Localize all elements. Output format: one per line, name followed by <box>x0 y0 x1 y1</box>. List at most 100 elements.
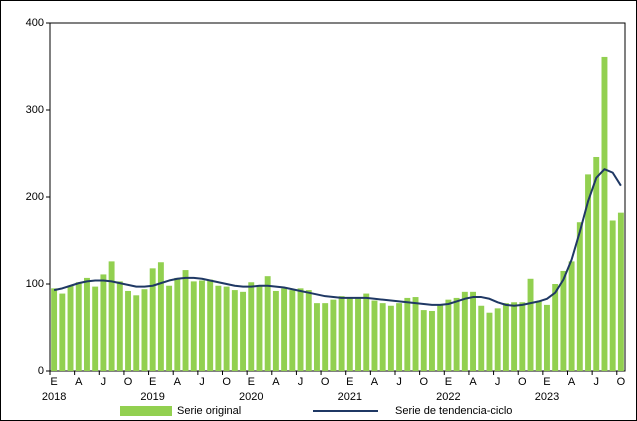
y-tick-label: 0 <box>38 365 44 377</box>
bar <box>609 220 616 371</box>
x-tick-label: O <box>617 376 626 388</box>
bar <box>67 285 74 371</box>
bar <box>420 310 427 371</box>
bar <box>387 305 394 371</box>
bar <box>478 305 485 371</box>
legend-label: Serie de tendencia-ciclo <box>395 405 512 417</box>
bar <box>502 303 509 371</box>
bar <box>92 286 99 371</box>
bar <box>264 276 271 371</box>
bar <box>174 277 181 371</box>
bar <box>240 291 246 371</box>
bar <box>371 300 378 371</box>
bar <box>166 285 173 371</box>
x-tick-label: J <box>298 376 304 388</box>
x-tick-label: E <box>445 376 452 388</box>
bar <box>51 288 58 371</box>
bar <box>207 279 214 371</box>
x-tick-label: O <box>419 376 428 388</box>
bar <box>141 289 148 371</box>
x-tick-label: J <box>495 376 501 388</box>
bar <box>182 270 189 371</box>
bar <box>494 308 501 371</box>
bar <box>461 291 468 371</box>
bar <box>519 302 526 371</box>
bar <box>338 296 345 371</box>
bar <box>445 299 452 371</box>
x-tick-label: J <box>396 376 402 388</box>
bar <box>75 282 82 371</box>
y-tick-label: 100 <box>26 278 44 290</box>
bar <box>297 288 304 371</box>
bar <box>486 312 493 371</box>
bar <box>617 212 624 371</box>
x-tick-label: E <box>50 376 57 388</box>
bar <box>601 56 608 372</box>
bar <box>330 299 337 371</box>
bar <box>199 280 205 371</box>
x-tick-label: E <box>543 376 550 388</box>
x-tick-label: J <box>101 376 107 388</box>
x-tick-label: O <box>124 376 133 388</box>
bar <box>593 156 600 371</box>
bar <box>215 285 222 371</box>
bar <box>527 278 534 371</box>
x-tick-label: E <box>149 376 156 388</box>
bar <box>346 297 353 371</box>
bar <box>289 290 296 371</box>
bar <box>453 297 460 371</box>
legend-label: Serie original <box>177 405 241 417</box>
x-tick-label: E <box>248 376 255 388</box>
trend-line <box>53 168 622 307</box>
x-tick-label: A <box>174 376 182 388</box>
x-tick-label: A <box>568 376 576 388</box>
bar <box>535 301 542 371</box>
bar <box>157 262 164 371</box>
bar <box>231 290 238 371</box>
bar <box>560 270 567 371</box>
bar <box>412 297 419 371</box>
bar <box>272 290 279 371</box>
bar <box>585 174 591 371</box>
bar <box>355 297 361 371</box>
bar <box>404 297 411 371</box>
bar <box>281 288 288 371</box>
bar <box>256 285 263 371</box>
x-year-label: 2023 <box>535 391 559 403</box>
x-year-label: 2018 <box>42 391 66 403</box>
y-tick-label: 200 <box>26 191 44 203</box>
x-tick-label: E <box>346 376 353 388</box>
bar <box>314 303 320 371</box>
bar <box>568 261 575 371</box>
x-tick-label: J <box>594 376 600 388</box>
bar <box>305 290 312 371</box>
bar <box>116 281 123 371</box>
bar <box>223 286 230 371</box>
bar <box>248 282 255 371</box>
bar <box>190 281 197 371</box>
bar <box>552 284 559 371</box>
bar <box>396 303 403 371</box>
x-year-label: 2020 <box>239 391 263 403</box>
x-year-label: 2019 <box>140 391 164 403</box>
bar <box>149 268 156 371</box>
x-year-label: 2022 <box>436 391 460 403</box>
y-tick-label: 300 <box>26 104 44 116</box>
bar <box>84 277 90 371</box>
bar <box>100 274 107 371</box>
bar <box>59 293 66 371</box>
legend-swatch <box>120 406 172 416</box>
bar <box>437 304 444 371</box>
x-tick-label: J <box>199 376 205 388</box>
y-tick-label: 400 <box>26 17 44 29</box>
bar <box>576 222 583 371</box>
bar <box>544 304 550 371</box>
bar <box>429 310 435 371</box>
x-tick-label: A <box>469 376 477 388</box>
x-tick-label: O <box>222 376 231 388</box>
x-tick-label: A <box>75 376 83 388</box>
x-tick-label: A <box>371 376 379 388</box>
bar <box>511 302 518 371</box>
